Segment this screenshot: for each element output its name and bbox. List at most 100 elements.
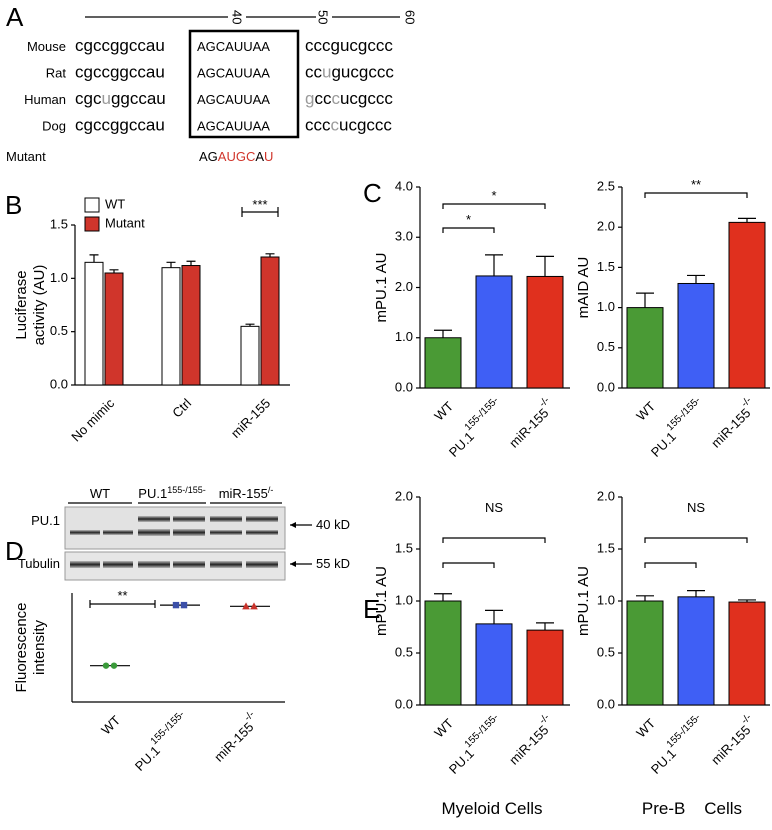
mutant-label: Mutant — [6, 149, 46, 164]
x-tick-label: miR-155-/- — [503, 712, 558, 767]
species-label: Mouse — [27, 39, 66, 54]
panel-letter: E — [363, 594, 380, 624]
mutant-sequence: AGAUGCAU — [199, 149, 273, 164]
point — [172, 601, 180, 609]
y-tick-label: 1.0 — [395, 329, 413, 344]
error-bar — [109, 269, 119, 273]
bar — [728, 221, 766, 389]
category-name: WT — [431, 398, 456, 423]
sequence-segment: cc — [314, 89, 332, 108]
category-name: miR-155 — [228, 395, 273, 440]
y-tick-label: 2.0 — [597, 219, 615, 234]
error-bar — [536, 622, 554, 631]
sequence-segment: ggccau — [111, 89, 166, 108]
bar — [424, 337, 462, 389]
ruler-label: 50 — [316, 10, 331, 24]
species-label: Dog — [42, 119, 66, 134]
panel-letter: A — [6, 2, 24, 32]
category-name: PU.1 — [132, 743, 163, 774]
x-tick-label: PU.1155-/155- — [443, 395, 507, 459]
sequence-segment: c — [331, 116, 340, 135]
sequence-site: AGCAUUAA — [197, 119, 270, 134]
y-axis-label: Fluorescence — [13, 602, 30, 692]
bar — [181, 265, 201, 386]
point — [110, 662, 118, 669]
y-tick-label: 1.5 — [597, 540, 615, 555]
blot-size: 40 kD — [316, 517, 350, 532]
y-tick-label: 1.0 — [597, 299, 615, 314]
blot-group-sup: 155-/155- — [167, 485, 206, 495]
error-bar — [687, 274, 705, 284]
sequence-segment: cccgucgccc — [305, 36, 393, 55]
error-bar — [536, 255, 554, 277]
y-tick-label: 0.0 — [50, 376, 68, 391]
y-tick-label: 2.0 — [395, 488, 413, 503]
legend-label: WT — [105, 196, 125, 211]
error-bar — [485, 254, 503, 276]
category-name: PU.1 — [648, 746, 679, 777]
category-name: WT — [431, 715, 456, 740]
y-tick-label: 0.5 — [597, 644, 615, 659]
sequence-segment: g — [305, 89, 314, 108]
significance-bracket — [442, 562, 495, 568]
sequence-segment: ucgccc — [340, 89, 393, 108]
x-tick-label: miR-155-/- — [705, 712, 760, 767]
y-axis-label: mPU.1 AU — [575, 566, 592, 636]
y-tick-label: 3.0 — [395, 229, 413, 244]
error-bar — [485, 609, 503, 624]
y-tick-label: 0.0 — [395, 379, 413, 394]
sequence-segment: cc — [305, 63, 323, 82]
y-axis-label: mPU.1 AU — [373, 566, 390, 636]
category-name: WT — [633, 715, 658, 740]
category-name: miR-155 — [708, 722, 753, 767]
sequence-segment: A — [255, 149, 264, 164]
point — [242, 602, 250, 610]
blot-group-label: PU.1 — [138, 486, 167, 501]
sequence-right: cccgucgccc — [305, 36, 393, 55]
y-axis-label: Luciferase — [13, 270, 30, 339]
x-tick-label: WT — [633, 715, 658, 740]
significance-label: *** — [252, 197, 267, 212]
sequence-segment: U — [264, 149, 273, 164]
y-tick-label: 0.5 — [50, 323, 68, 338]
y-tick-label: 4.0 — [395, 178, 413, 193]
bands — [70, 516, 278, 568]
sequence-segment: u — [101, 89, 110, 108]
x-tick-label: miR-155-/- — [705, 395, 760, 450]
category-name: No mimic — [68, 395, 117, 444]
bar — [475, 275, 513, 389]
y-axis-label: activity (AU) — [31, 265, 48, 346]
blot-group-label: WT — [90, 486, 110, 501]
category-name: WT — [98, 712, 123, 737]
panel-letter: D — [5, 536, 24, 566]
point — [102, 662, 110, 669]
blot-group: WT — [90, 486, 110, 501]
sequence-segment: cgc — [75, 89, 102, 108]
bar — [526, 629, 564, 706]
panel-letter: C — [363, 178, 382, 208]
bar — [260, 256, 280, 386]
y-tick-label: 2.5 — [597, 178, 615, 193]
y-tick-label: 1.5 — [395, 540, 413, 555]
bar — [424, 600, 462, 706]
category-name: PU.1 — [648, 429, 679, 460]
sequence-site: AGCAUUAA — [197, 66, 270, 81]
significance-bracket — [644, 562, 697, 568]
category-name: Ctrl — [169, 395, 194, 420]
category-name: miR-155 — [506, 722, 551, 767]
bar — [626, 307, 664, 389]
error-bar — [265, 253, 275, 257]
y-tick-label: 1.0 — [50, 270, 68, 285]
sequence-segment: cgccggccau — [75, 63, 165, 82]
bar — [84, 261, 104, 386]
category-superscript: 155-/155- — [463, 395, 501, 433]
bar — [626, 600, 664, 706]
legend-swatch — [84, 216, 100, 232]
legend-swatch — [84, 197, 100, 213]
error-bar — [245, 323, 255, 327]
category-superscript: 155-/155- — [463, 712, 501, 750]
blot-size: 55 kD — [316, 556, 350, 571]
significance-label: ** — [691, 177, 701, 192]
y-tick-label: 1.5 — [597, 259, 615, 274]
y-tick-label: 2.0 — [395, 279, 413, 294]
